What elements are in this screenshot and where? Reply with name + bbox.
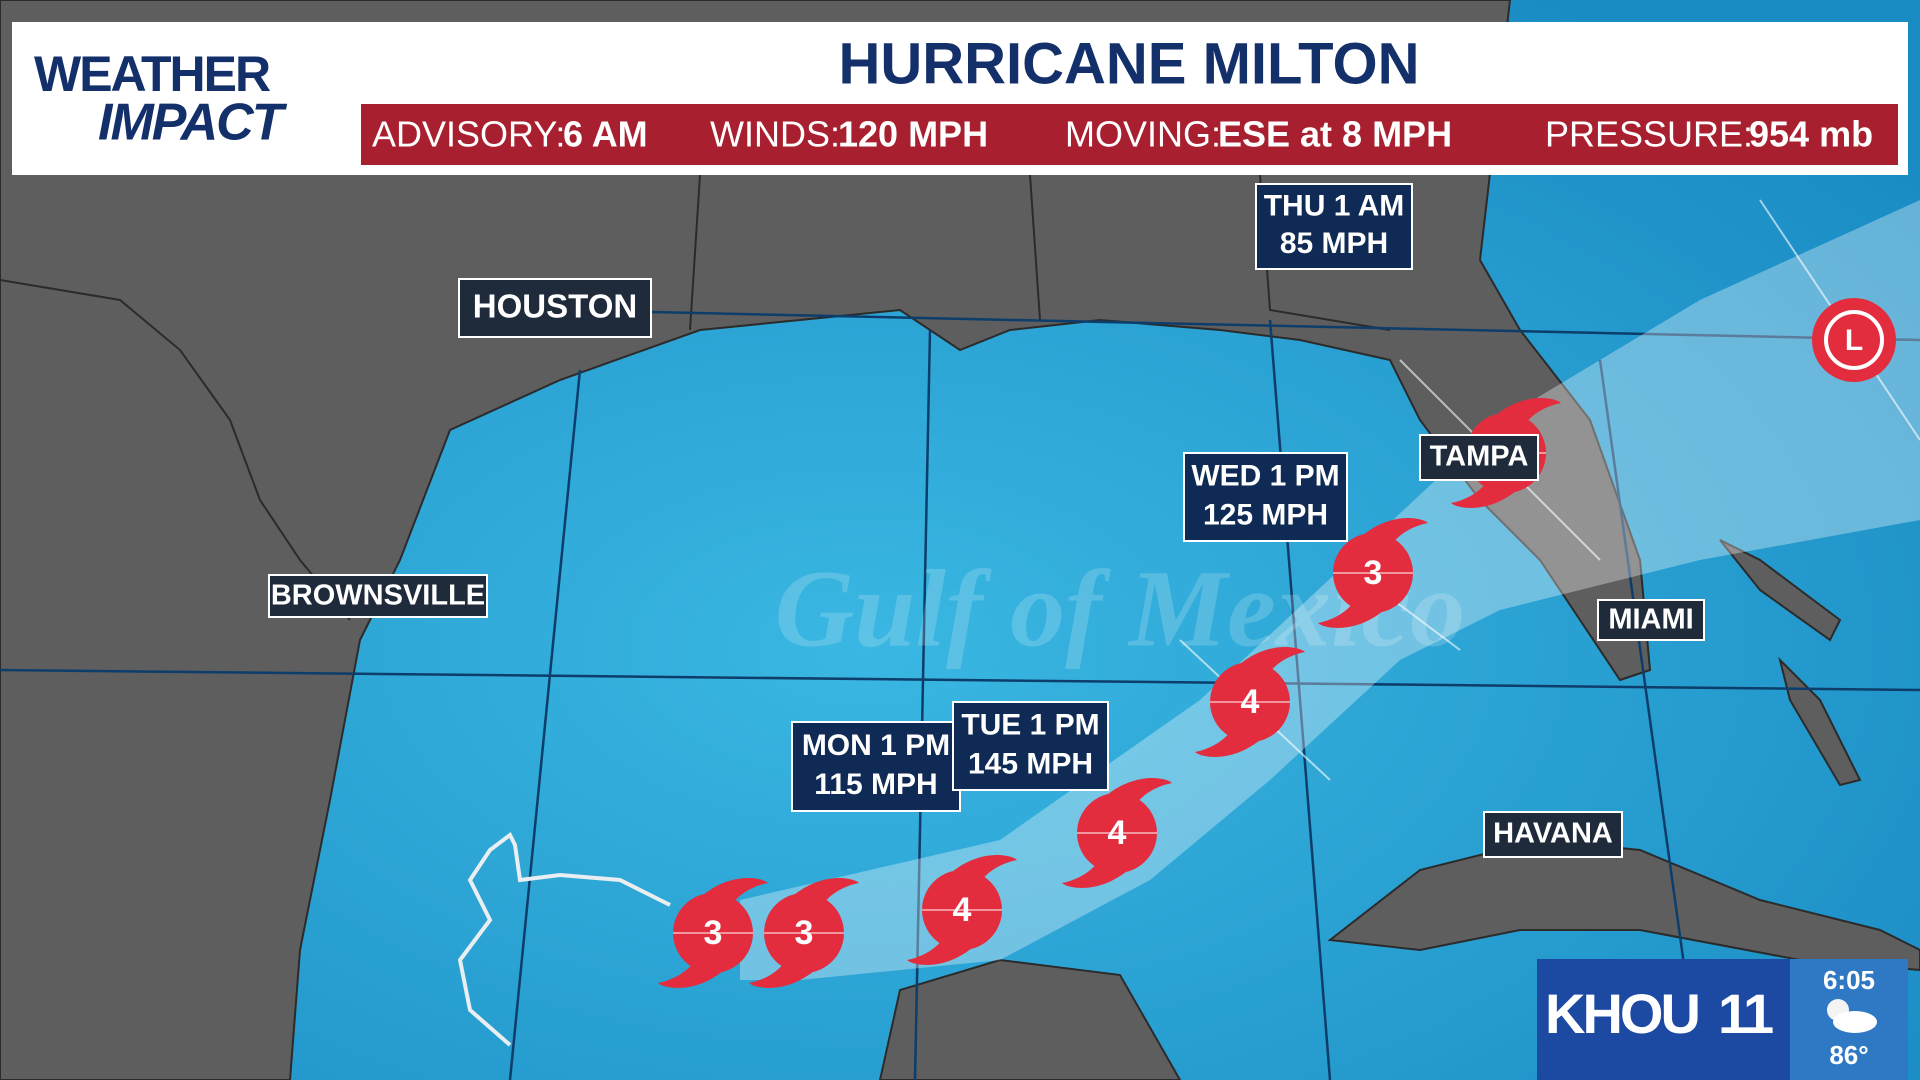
stat-label: MOVING: — [1065, 114, 1221, 155]
low-marker: L — [1812, 298, 1896, 382]
forecast-time: TUE 1 PM — [961, 709, 1099, 742]
city-box — [268, 574, 488, 618]
storm-category: 4 — [1108, 814, 1127, 852]
city-label: TAMPA — [1430, 441, 1529, 473]
time: 6:05 — [1823, 965, 1875, 995]
forecast-time: THU 1 AM — [1264, 190, 1405, 223]
stat-value: 954 mb — [1749, 114, 1873, 155]
lat-lon-grid — [0, 308, 1920, 1080]
forecast-box — [791, 721, 961, 812]
storm-category: 3 — [1364, 554, 1383, 592]
logo-bottom: IMPACT — [98, 94, 288, 152]
city-label: HAVANA — [1493, 818, 1613, 850]
stats: ADVISORY: 6 AM WINDS: 120 MPH MOVING: ES… — [372, 114, 1873, 155]
logo-top: WEATHER — [34, 46, 271, 102]
stats-bar — [361, 104, 1898, 165]
stat-value: 6 AM — [563, 114, 648, 155]
forecast-wind: 145 MPH — [968, 747, 1093, 780]
stat-value: 120 MPH — [838, 114, 988, 155]
forecast-box — [952, 701, 1109, 791]
station-logo-bg — [1537, 959, 1790, 1080]
storm-category: 3 — [704, 914, 723, 952]
city-box — [458, 278, 652, 338]
station-channel: 11 — [1718, 982, 1773, 1045]
bahamas-land — [1719, 539, 1862, 787]
city-label: MIAMI — [1608, 604, 1693, 636]
us-mexico-land — [0, 0, 1652, 1080]
forecast-time: WED 1 PM — [1191, 460, 1339, 493]
state-borders — [0, 174, 1391, 621]
weather-icon — [1827, 999, 1877, 1033]
city-box — [1483, 811, 1623, 858]
stat-label: PRESSURE: — [1545, 114, 1753, 155]
city-box — [1419, 434, 1539, 481]
storm-category: 3 — [795, 914, 814, 952]
storm-category: 4 — [1241, 683, 1260, 721]
forecast-cone — [740, 200, 1920, 980]
title: HURRICANE MILTON — [838, 31, 1419, 96]
stat-label: WINDS: — [710, 114, 840, 155]
city-label: HOUSTON — [473, 288, 637, 325]
forecast-time: MON 1 PM — [802, 729, 950, 762]
forecast-wind: 85 MPH — [1280, 227, 1388, 260]
forecast-labels: MON 1 PM 115 MPH TUE 1 PM 145 MPH WED 1 PM 12… — [791, 183, 1413, 812]
forecast-wind: 115 MPH — [814, 768, 937, 801]
yucatan-land — [878, 958, 1182, 1080]
forecast-wind: 125 MPH — [1203, 498, 1328, 531]
low-label: L — [1845, 324, 1863, 357]
city-box — [1597, 599, 1705, 641]
forecast-box — [1183, 452, 1348, 542]
station-logo: KHOU — [1545, 982, 1698, 1045]
past-track — [457, 831, 671, 1047]
stat-value: ESE at 8 MPH — [1218, 114, 1452, 155]
forecast-box — [1255, 183, 1413, 270]
temperature: 86° — [1829, 1040, 1868, 1070]
storm-category: 4 — [953, 891, 972, 929]
city-label: BROWNSVILLE — [271, 580, 485, 612]
stat-label: ADVISORY: — [372, 114, 565, 155]
